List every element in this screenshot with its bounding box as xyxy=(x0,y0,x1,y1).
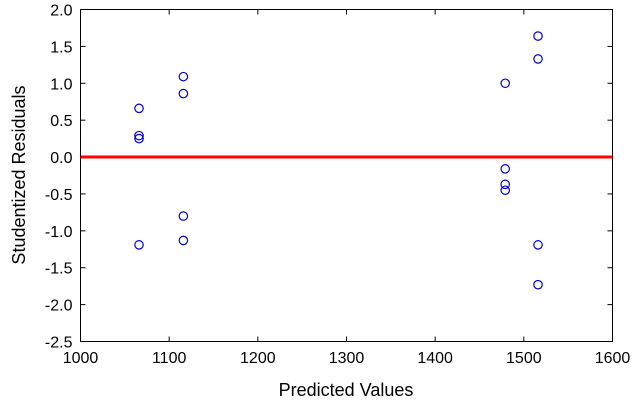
data-point xyxy=(178,235,189,246)
x-tick-label: 1400 xyxy=(417,350,453,367)
x-tick-label: 1600 xyxy=(595,350,631,367)
data-point xyxy=(500,185,511,196)
data-point xyxy=(178,211,189,221)
ticks-layer: 1000 1100 1200 1300 1400 1500 1600 2.0 1.5 1.0 0.5… xyxy=(45,3,630,368)
data-point xyxy=(500,78,511,89)
y-tick-label: 2.0 xyxy=(50,3,72,20)
data-point xyxy=(134,133,144,144)
data-point xyxy=(134,240,144,250)
data-point xyxy=(178,71,189,82)
x-axis-title: Predicted Values xyxy=(279,380,414,400)
y-axis-title: Studentized Residuals xyxy=(9,85,29,264)
points-layer xyxy=(134,31,543,290)
y-tick-label: 0.0 xyxy=(50,150,72,167)
y-tick-label: 0.5 xyxy=(50,113,72,130)
y-tick-label: -1.0 xyxy=(45,224,73,241)
data-point xyxy=(178,88,189,99)
data-point xyxy=(533,279,543,290)
data-point xyxy=(134,130,144,141)
data-point xyxy=(533,54,543,64)
x-tick-label: 1500 xyxy=(506,350,542,367)
y-tick-label: -2.5 xyxy=(45,335,73,352)
x-tick-label: 1000 xyxy=(63,350,99,367)
plot-frame xyxy=(80,9,613,342)
y-tick-label: -1.5 xyxy=(45,261,73,278)
y-tick-label: 1.0 xyxy=(50,76,72,93)
data-point xyxy=(134,103,144,114)
data-point xyxy=(533,240,543,250)
data-point xyxy=(500,179,511,190)
data-point xyxy=(533,31,543,41)
y-tick-label: -2.0 xyxy=(45,298,73,315)
x-tick-label: 1100 xyxy=(152,350,187,367)
x-tick-label: 1300 xyxy=(329,350,365,367)
y-tick-label: -0.5 xyxy=(45,187,73,204)
y-tick-label: 1.5 xyxy=(50,39,72,56)
x-tick-label: 1200 xyxy=(240,350,276,367)
data-point xyxy=(500,164,511,174)
